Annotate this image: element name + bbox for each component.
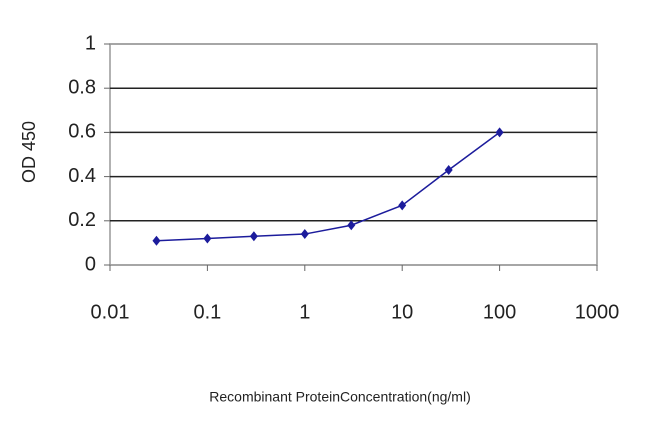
marker: [398, 200, 407, 211]
marker: [347, 220, 356, 231]
x-tick-label: 0.1: [193, 301, 221, 323]
marker: [495, 127, 504, 138]
marker: [300, 229, 309, 240]
y-tick-label: 0: [85, 253, 96, 275]
marker: [444, 164, 453, 175]
y-tick-label: 0.2: [68, 209, 96, 231]
y-axis-label: OD 450: [19, 121, 39, 183]
marker: [249, 231, 258, 242]
x-tick-label: 100: [483, 301, 516, 323]
y-tick-label: 1: [85, 32, 96, 54]
y-tick-label: 0.8: [68, 76, 96, 98]
x-tick-label: 10: [391, 301, 413, 323]
marker: [203, 233, 212, 244]
x-tick-label: 1: [299, 301, 310, 323]
x-tick-label: 0.01: [91, 301, 130, 323]
x-tick-label: 1000: [575, 301, 620, 323]
marker: [152, 235, 161, 246]
y-tick-label: 0.4: [68, 165, 96, 187]
line: [156, 131, 501, 242]
x-axis-label: Recombinant ProteinConcentration(ng/ml): [209, 389, 470, 405]
plot-frame: [109, 43, 598, 266]
y-tick-label: 0.6: [68, 121, 96, 143]
